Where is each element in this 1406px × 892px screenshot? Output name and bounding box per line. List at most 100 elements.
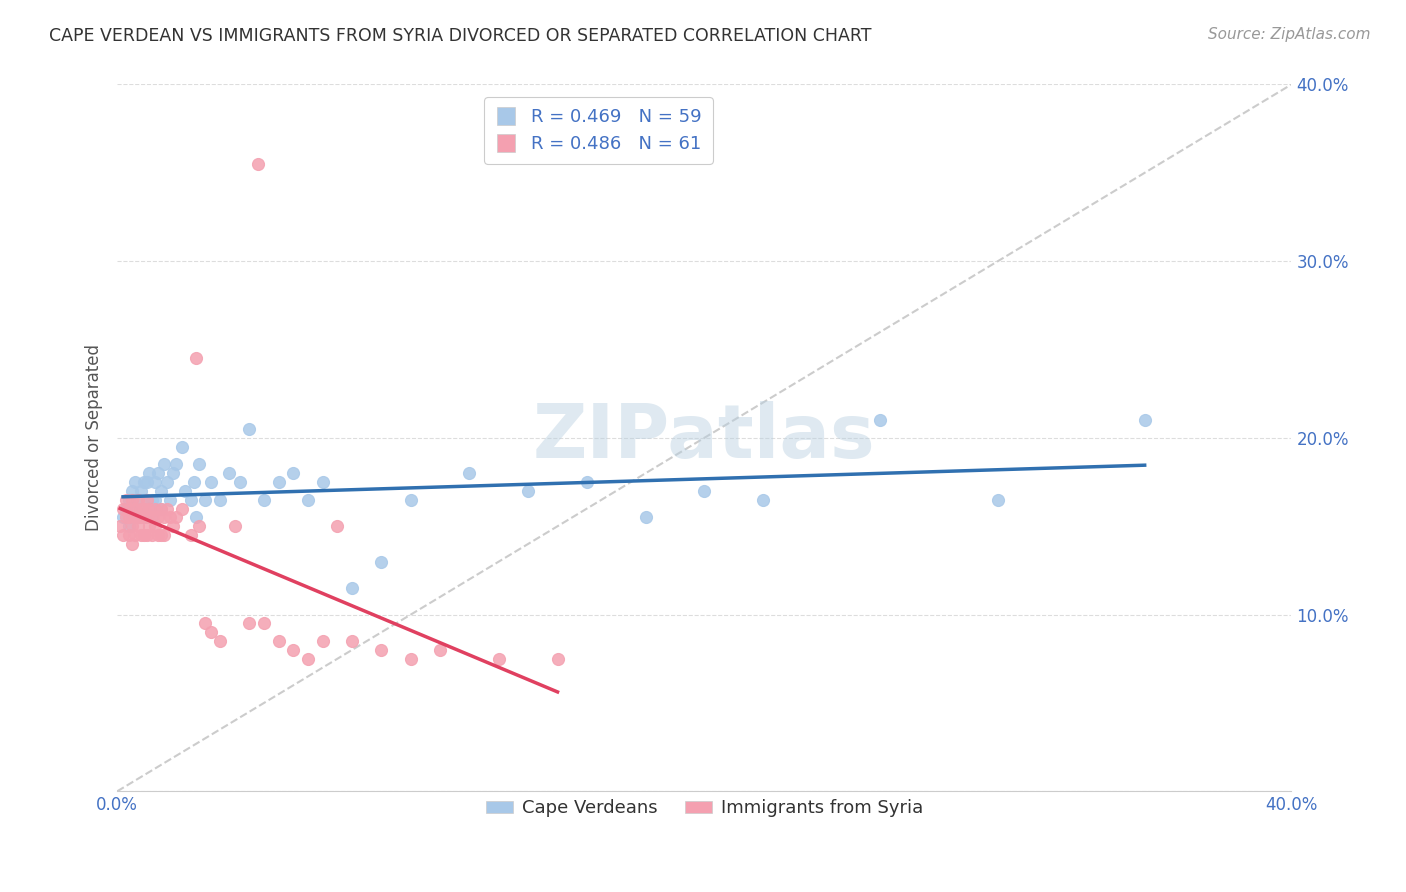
Point — [141, 510, 163, 524]
Point — [138, 467, 160, 481]
Text: CAPE VERDEAN VS IMMIGRANTS FROM SYRIA DIVORCED OR SEPARATED CORRELATION CHART: CAPE VERDEAN VS IMMIGRANTS FROM SYRIA DI… — [49, 27, 872, 45]
Point — [135, 528, 157, 542]
Point — [121, 483, 143, 498]
Text: ZIPatlas: ZIPatlas — [533, 401, 876, 475]
Point — [143, 501, 166, 516]
Point — [253, 616, 276, 631]
Point — [267, 475, 290, 489]
Point — [141, 528, 163, 542]
Point — [148, 528, 170, 542]
Point — [194, 492, 217, 507]
Point — [124, 528, 146, 542]
Point — [253, 492, 276, 507]
Point — [869, 413, 891, 427]
Point — [247, 157, 270, 171]
Y-axis label: Divorced or Separated: Divorced or Separated — [86, 344, 103, 532]
Point — [238, 422, 260, 436]
Point — [340, 634, 363, 648]
Point — [370, 643, 392, 657]
Point — [115, 492, 138, 507]
Point — [312, 634, 335, 648]
Point — [143, 475, 166, 489]
Point — [143, 492, 166, 507]
Point — [575, 475, 598, 489]
Point — [238, 616, 260, 631]
Point — [127, 492, 149, 507]
Point — [458, 467, 481, 481]
Point — [118, 510, 141, 524]
Point — [429, 643, 451, 657]
Point — [118, 492, 141, 507]
Point — [129, 501, 152, 516]
Point — [121, 519, 143, 533]
Point — [138, 501, 160, 516]
Point — [208, 634, 231, 648]
Point — [547, 652, 569, 666]
Point — [188, 519, 211, 533]
Point — [121, 537, 143, 551]
Point — [153, 528, 176, 542]
Point — [634, 510, 657, 524]
Point — [165, 458, 187, 472]
Point — [340, 581, 363, 595]
Point — [129, 510, 152, 524]
Point — [135, 510, 157, 524]
Point — [200, 475, 222, 489]
Point — [297, 652, 319, 666]
Point — [112, 501, 135, 516]
Point — [118, 501, 141, 516]
Legend: Cape Verdeans, Immigrants from Syria: Cape Verdeans, Immigrants from Syria — [478, 792, 931, 825]
Point — [186, 510, 208, 524]
Point — [517, 483, 540, 498]
Point — [112, 510, 135, 524]
Point — [143, 519, 166, 533]
Point — [135, 492, 157, 507]
Point — [208, 492, 231, 507]
Point — [156, 501, 179, 516]
Point — [283, 643, 305, 657]
Point — [170, 440, 193, 454]
Point — [162, 519, 184, 533]
Point — [218, 467, 240, 481]
Point — [159, 492, 181, 507]
Point — [150, 501, 173, 516]
Text: Source: ZipAtlas.com: Source: ZipAtlas.com — [1208, 27, 1371, 42]
Point — [124, 501, 146, 516]
Point — [112, 528, 135, 542]
Point — [153, 510, 176, 524]
Point — [297, 492, 319, 507]
Point — [129, 528, 152, 542]
Point — [173, 483, 195, 498]
Point — [138, 519, 160, 533]
Point — [186, 351, 208, 366]
Point — [224, 519, 246, 533]
Point — [124, 475, 146, 489]
Point — [156, 475, 179, 489]
Point — [159, 510, 181, 524]
Point — [229, 475, 252, 489]
Point — [1133, 413, 1156, 427]
Point — [153, 458, 176, 472]
Point — [180, 528, 202, 542]
Point — [148, 510, 170, 524]
Point — [132, 475, 155, 489]
Point — [121, 492, 143, 507]
Point — [170, 501, 193, 516]
Point — [135, 492, 157, 507]
Point — [141, 492, 163, 507]
Point — [693, 483, 716, 498]
Point — [115, 501, 138, 516]
Point — [200, 625, 222, 640]
Point — [138, 501, 160, 516]
Point — [127, 510, 149, 524]
Point — [108, 519, 131, 533]
Point — [283, 467, 305, 481]
Point — [127, 492, 149, 507]
Point — [124, 510, 146, 524]
Point — [135, 475, 157, 489]
Point — [121, 510, 143, 524]
Point — [148, 467, 170, 481]
Point — [129, 483, 152, 498]
Point — [127, 519, 149, 533]
Point — [370, 555, 392, 569]
